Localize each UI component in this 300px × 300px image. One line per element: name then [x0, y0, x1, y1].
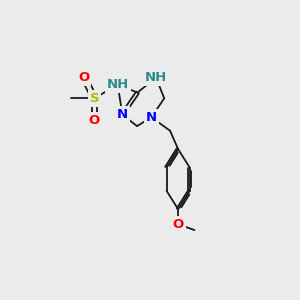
Text: S: S: [90, 92, 99, 105]
Text: NH: NH: [145, 71, 167, 84]
Text: O: O: [89, 114, 100, 127]
Text: O: O: [172, 218, 184, 231]
Text: N: N: [117, 108, 128, 121]
Text: O: O: [78, 71, 90, 84]
Text: N: N: [146, 111, 157, 124]
Text: NH: NH: [106, 78, 129, 91]
